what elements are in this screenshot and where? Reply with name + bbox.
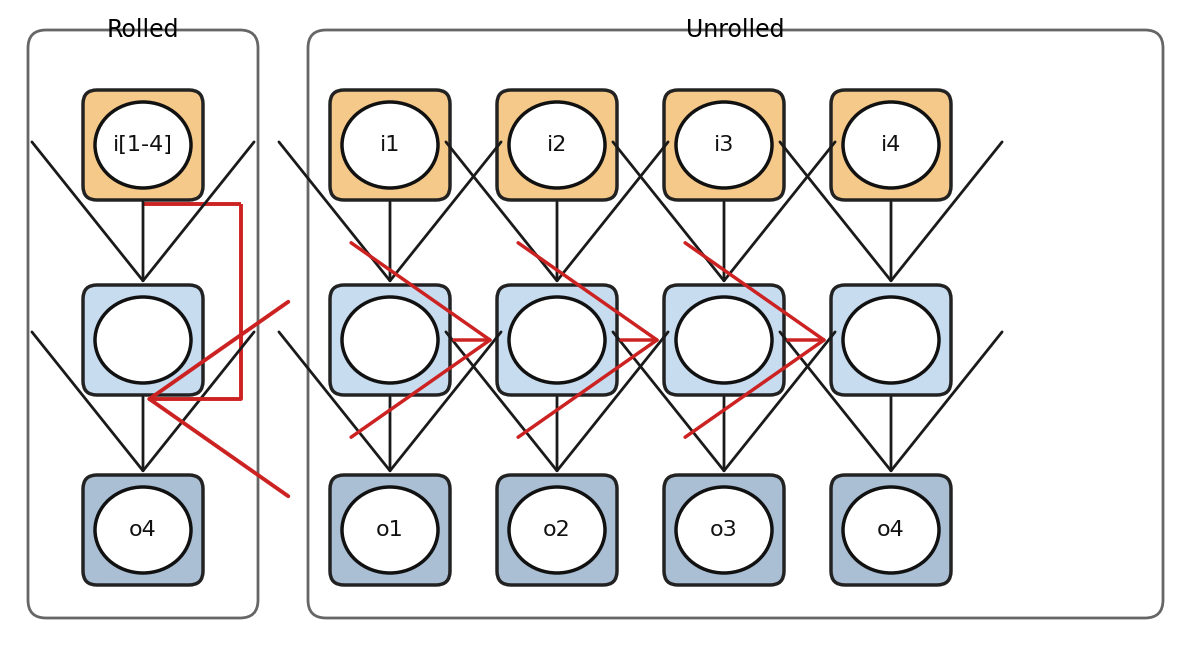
Ellipse shape: [95, 102, 191, 188]
Text: i2: i2: [547, 135, 567, 155]
FancyBboxPatch shape: [831, 90, 950, 200]
FancyBboxPatch shape: [330, 90, 450, 200]
Ellipse shape: [843, 297, 939, 383]
Text: o4: o4: [129, 520, 157, 540]
FancyBboxPatch shape: [831, 475, 950, 585]
Ellipse shape: [95, 297, 191, 383]
Ellipse shape: [509, 297, 605, 383]
Ellipse shape: [509, 102, 605, 188]
Ellipse shape: [843, 487, 939, 573]
Ellipse shape: [676, 297, 772, 383]
Text: Rolled: Rolled: [107, 18, 180, 42]
FancyBboxPatch shape: [29, 30, 258, 618]
FancyBboxPatch shape: [83, 475, 202, 585]
Ellipse shape: [95, 487, 191, 573]
Text: i1: i1: [380, 135, 400, 155]
Text: i[1-4]: i[1-4]: [113, 135, 173, 155]
FancyBboxPatch shape: [665, 90, 784, 200]
FancyBboxPatch shape: [665, 285, 784, 395]
Ellipse shape: [342, 102, 438, 188]
Text: o2: o2: [543, 520, 570, 540]
FancyBboxPatch shape: [330, 475, 450, 585]
FancyBboxPatch shape: [308, 30, 1162, 618]
FancyBboxPatch shape: [665, 475, 784, 585]
Text: i3: i3: [713, 135, 734, 155]
Ellipse shape: [342, 297, 438, 383]
FancyBboxPatch shape: [831, 285, 950, 395]
Text: o4: o4: [877, 520, 905, 540]
FancyBboxPatch shape: [83, 90, 202, 200]
Text: o1: o1: [376, 520, 404, 540]
Text: Unrolled: Unrolled: [686, 18, 785, 42]
FancyBboxPatch shape: [83, 285, 202, 395]
Ellipse shape: [676, 487, 772, 573]
Text: i4: i4: [881, 135, 902, 155]
Ellipse shape: [676, 102, 772, 188]
Ellipse shape: [342, 487, 438, 573]
FancyBboxPatch shape: [330, 285, 450, 395]
Ellipse shape: [843, 102, 939, 188]
FancyBboxPatch shape: [497, 285, 617, 395]
FancyBboxPatch shape: [497, 475, 617, 585]
FancyBboxPatch shape: [497, 90, 617, 200]
Text: o3: o3: [710, 520, 738, 540]
Ellipse shape: [509, 487, 605, 573]
